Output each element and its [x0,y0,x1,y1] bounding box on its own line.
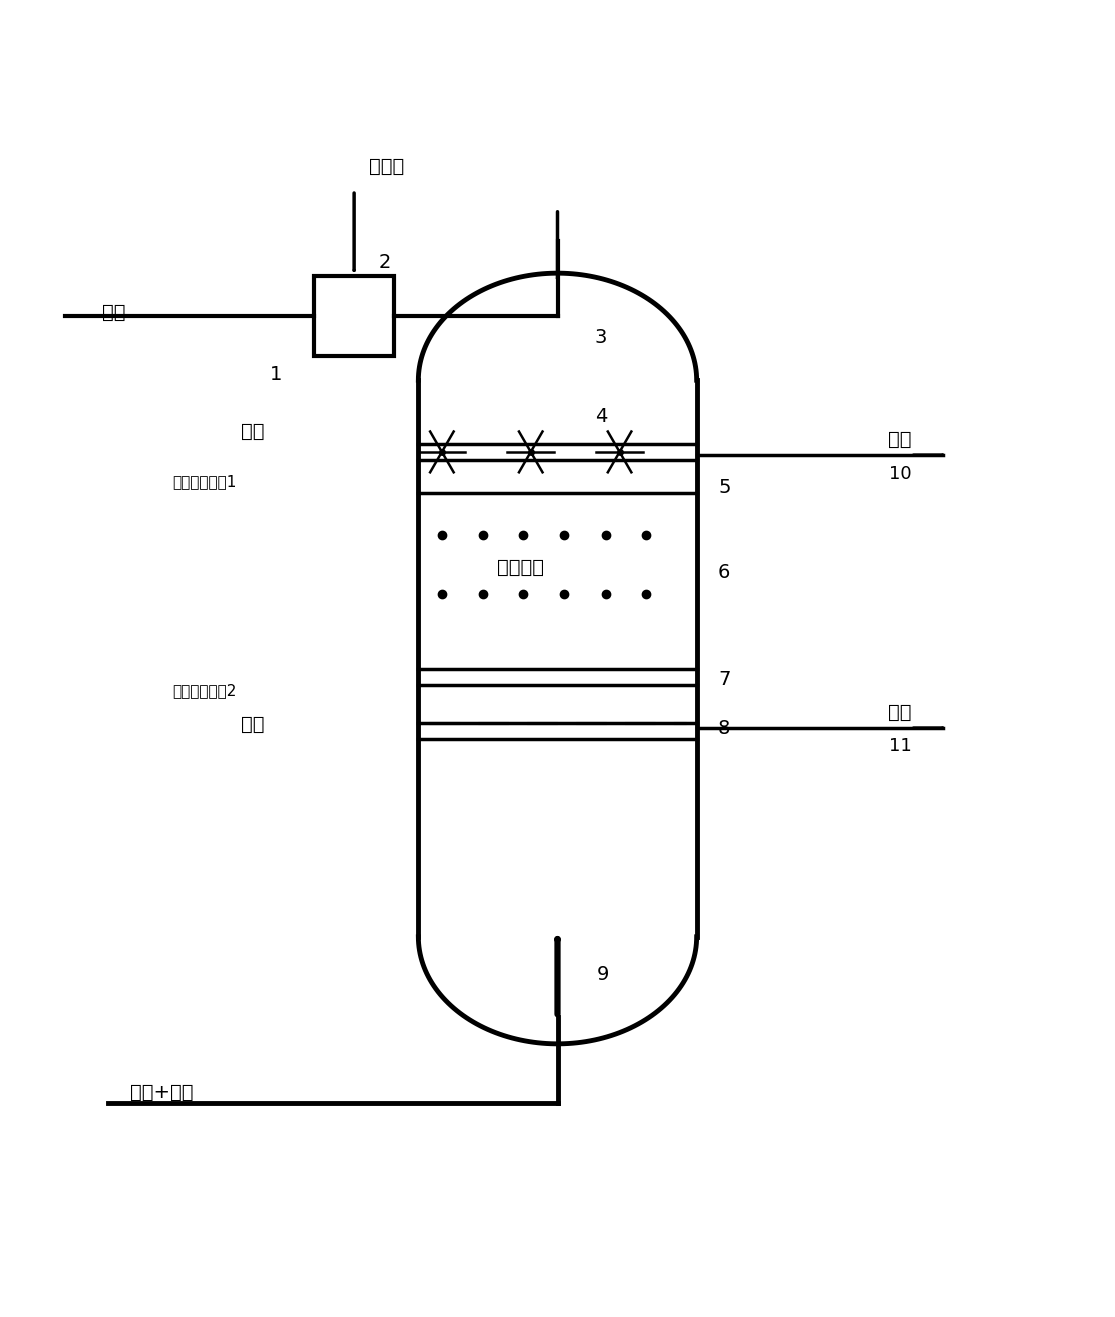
Text: 催化剂层: 催化剂层 [496,558,543,577]
Text: 布水: 布水 [241,421,264,441]
Text: 产水: 产水 [889,702,912,722]
Text: 废水: 废水 [101,303,125,323]
Text: 11: 11 [889,738,911,755]
Text: 2: 2 [379,253,391,271]
Text: 催化剂固定层2: 催化剂固定层2 [172,684,236,698]
Text: 9: 9 [598,965,610,984]
Text: 4: 4 [595,407,608,427]
Text: 1: 1 [270,365,282,385]
Text: 7: 7 [718,670,730,689]
Text: 5: 5 [718,478,730,497]
Text: 6: 6 [718,564,730,582]
Text: 双氧水: 双氧水 [369,157,404,175]
Text: 8: 8 [718,719,730,738]
Text: 10: 10 [889,465,911,483]
Text: 臭氧+氮气: 臭氧+氮气 [129,1083,193,1101]
Text: 布气: 布气 [241,715,264,735]
Text: 氮气: 氮气 [889,429,912,449]
Text: 催化剂固定层1: 催化剂固定层1 [172,474,236,490]
Bar [314,275,395,356]
Text: 3: 3 [595,328,608,346]
